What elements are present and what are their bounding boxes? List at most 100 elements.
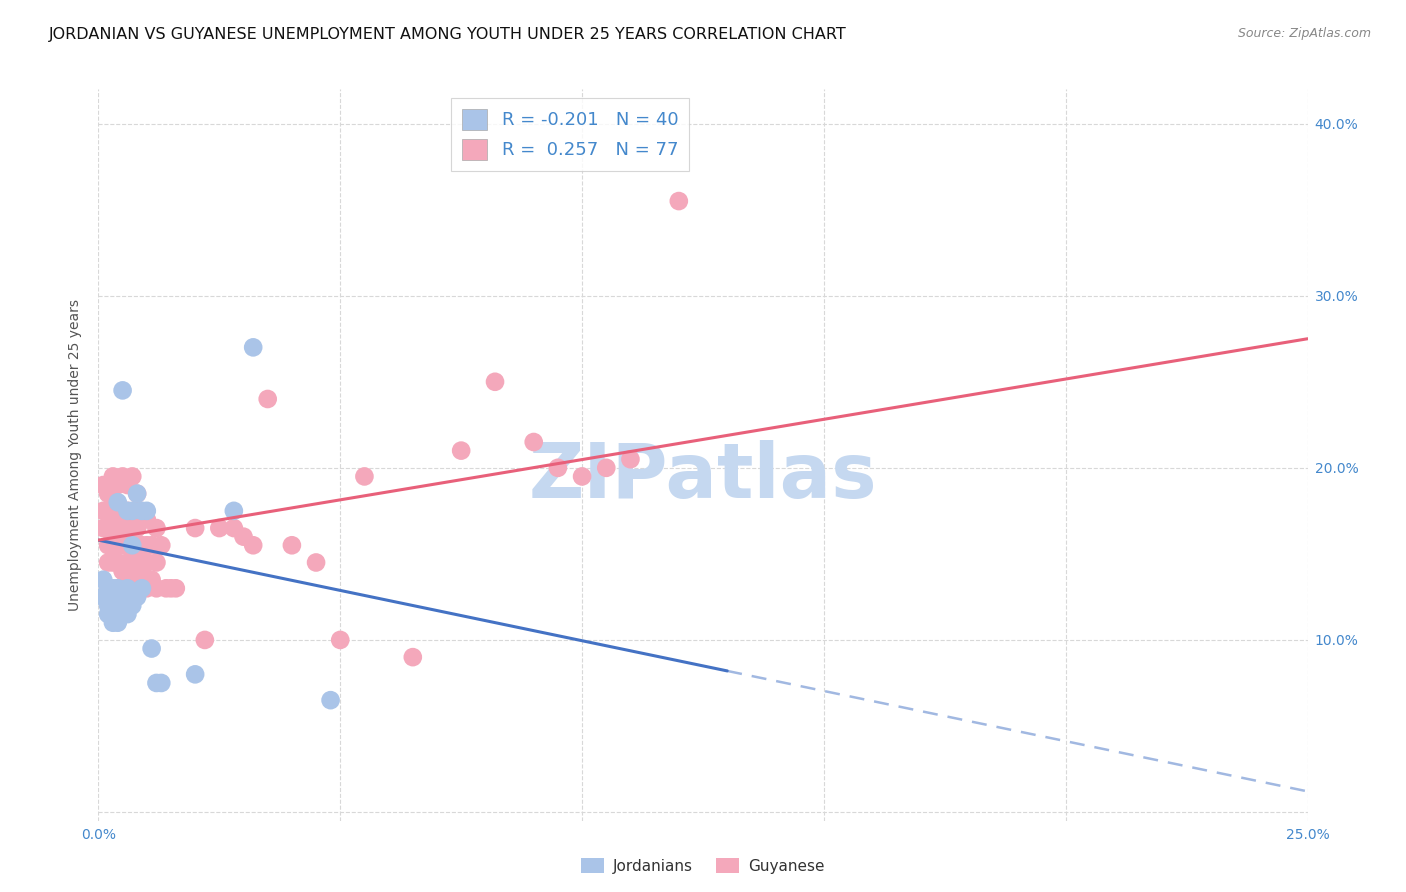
Point <box>131 512 153 526</box>
Point <box>111 384 134 398</box>
Point <box>141 641 163 656</box>
Text: JORDANIAN VS GUYANESE UNEMPLOYMENT AMONG YOUTH UNDER 25 YEARS CORRELATION CHART: JORDANIAN VS GUYANESE UNEMPLOYMENT AMONG… <box>49 27 846 42</box>
Point <box>145 556 167 570</box>
Point <box>97 582 120 596</box>
Point <box>97 556 120 570</box>
Point <box>141 573 163 587</box>
Point <box>131 504 153 518</box>
Point <box>111 590 134 604</box>
Point <box>319 693 342 707</box>
Point <box>107 478 129 492</box>
Point <box>107 521 129 535</box>
Point <box>97 538 120 552</box>
Point <box>111 564 134 578</box>
Point <box>256 392 278 406</box>
Point <box>121 582 143 596</box>
Point <box>107 504 129 518</box>
Point <box>101 556 124 570</box>
Point <box>101 599 124 613</box>
Point <box>353 469 375 483</box>
Point <box>101 469 124 483</box>
Point <box>107 607 129 621</box>
Point <box>523 435 546 450</box>
Point <box>107 495 129 509</box>
Point <box>91 573 114 587</box>
Point <box>101 607 124 621</box>
Point <box>107 556 129 570</box>
Point <box>155 582 177 596</box>
Point <box>329 632 352 647</box>
Point <box>117 556 139 570</box>
Point <box>117 582 139 596</box>
Point <box>150 676 173 690</box>
Point <box>121 538 143 552</box>
Point <box>619 452 641 467</box>
Point <box>101 538 124 552</box>
Point <box>121 564 143 578</box>
Point <box>160 582 183 596</box>
Point <box>117 504 139 518</box>
Point <box>127 573 149 587</box>
Point <box>135 538 157 552</box>
Point <box>145 676 167 690</box>
Point <box>101 504 124 518</box>
Point <box>127 486 149 500</box>
Point <box>402 650 425 665</box>
Point <box>165 582 187 596</box>
Point <box>111 469 134 483</box>
Point <box>150 538 173 552</box>
Point <box>127 486 149 500</box>
Point <box>232 530 254 544</box>
Point <box>111 607 134 621</box>
Point <box>117 521 139 535</box>
Point <box>101 590 124 604</box>
Point <box>242 538 264 552</box>
Point <box>131 538 153 552</box>
Point <box>135 504 157 518</box>
Point <box>305 556 328 570</box>
Point <box>91 478 114 492</box>
Point <box>121 469 143 483</box>
Point <box>117 599 139 613</box>
Point <box>121 521 143 535</box>
Point <box>91 590 114 604</box>
Point <box>184 667 207 681</box>
Point <box>127 547 149 561</box>
Point <box>101 615 124 630</box>
Y-axis label: Unemployment Among Youth under 25 years: Unemployment Among Youth under 25 years <box>69 299 83 611</box>
Point <box>121 504 143 518</box>
Legend: R = -0.201   N = 40, R =  0.257   N = 77: R = -0.201 N = 40, R = 0.257 N = 77 <box>451 98 689 170</box>
Point <box>97 486 120 500</box>
Point <box>111 538 134 552</box>
Point <box>222 521 245 535</box>
Point <box>131 564 153 578</box>
Point <box>107 538 129 552</box>
Point <box>131 582 153 596</box>
Point <box>111 599 134 613</box>
Point <box>127 590 149 604</box>
Point <box>668 194 690 208</box>
Point <box>194 632 217 647</box>
Legend: Jordanians, Guyanese: Jordanians, Guyanese <box>575 852 831 880</box>
Point <box>117 478 139 492</box>
Point <box>107 590 129 604</box>
Point <box>107 615 129 630</box>
Point <box>107 582 129 596</box>
Point <box>107 599 129 613</box>
Point <box>484 375 506 389</box>
Point <box>97 521 120 535</box>
Point <box>111 504 134 518</box>
Point <box>131 582 153 596</box>
Point <box>242 340 264 354</box>
Point <box>97 590 120 604</box>
Point <box>127 521 149 535</box>
Point <box>117 607 139 621</box>
Point <box>208 521 231 535</box>
Text: ZIPatlas: ZIPatlas <box>529 440 877 514</box>
Point <box>145 582 167 596</box>
Point <box>117 538 139 552</box>
Point <box>97 599 120 613</box>
Point <box>571 469 593 483</box>
Point <box>107 582 129 596</box>
Text: Source: ZipAtlas.com: Source: ZipAtlas.com <box>1237 27 1371 40</box>
